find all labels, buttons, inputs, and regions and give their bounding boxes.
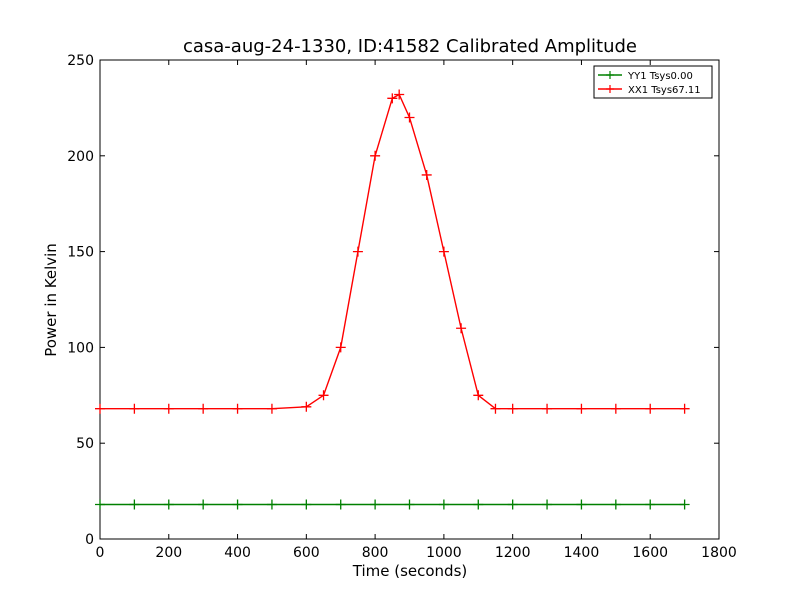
data-point-0 (335, 499, 346, 510)
data-point-0 (473, 499, 484, 510)
data-point-1 (404, 112, 415, 123)
legend-marker-0 (606, 71, 614, 79)
x-tick-label: 800 (362, 545, 389, 561)
data-point-1 (335, 342, 346, 353)
data-point-0 (542, 499, 553, 510)
plot-area: 0 200 400 600 800 1000 1200 1400 1600 1800 0 50 100 1… (67, 53, 737, 561)
data-point-1 (352, 246, 363, 257)
data-point-0 (198, 499, 209, 510)
data-point-0 (610, 499, 621, 510)
data-point-1 (318, 390, 329, 401)
data-point-0 (129, 499, 140, 510)
y-tick-label: 150 (67, 245, 94, 261)
data-point-1 (370, 150, 381, 161)
legend-label: YY1 Tsys0.00 (627, 71, 693, 82)
data-point-1 (610, 403, 621, 414)
x-tick-label: 1200 (495, 545, 531, 561)
data-point-0 (438, 499, 449, 510)
y-tick-label: 250 (67, 53, 94, 69)
x-tick-label: 1000 (426, 545, 462, 561)
x-tick-label: 0 (96, 545, 105, 561)
plot-frame (99, 59, 720, 540)
data-point-0 (370, 499, 381, 510)
data-point-0 (95, 499, 105, 510)
data-point-1 (679, 403, 690, 414)
legend-label: XX1 Tsys67.11 (628, 85, 701, 96)
data-point-1 (198, 403, 209, 414)
data-point-1 (645, 403, 656, 414)
data-point-0 (232, 499, 243, 510)
data-point-1 (542, 403, 553, 414)
x-axis-label: Time (seconds) (352, 562, 468, 580)
data-point-1 (421, 169, 432, 180)
data-point-1 (95, 403, 105, 414)
data-point-1 (394, 89, 405, 100)
data-point-0 (645, 499, 656, 510)
x-tick-label: 200 (155, 545, 182, 561)
data-point-1 (301, 401, 312, 412)
y-tick-label: 50 (76, 436, 94, 452)
y-tick-label: 100 (67, 340, 94, 356)
data-point-0 (507, 499, 518, 510)
y-tick-label: 200 (67, 149, 94, 165)
data-point-0 (576, 499, 587, 510)
data-point-1 (266, 403, 277, 414)
data-point-0 (679, 499, 690, 510)
x-tick-label: 1400 (564, 545, 600, 561)
data-point-1 (490, 403, 501, 414)
data-point-1 (232, 403, 243, 414)
data-point-1 (456, 323, 467, 334)
x-tick-label: 400 (224, 545, 251, 561)
data-point-1 (438, 246, 449, 257)
x-tick-label: 1800 (701, 545, 737, 561)
data-point-1 (507, 403, 518, 414)
legend-box (593, 65, 713, 99)
x-tick-label: 600 (293, 545, 320, 561)
data-point-1 (473, 390, 484, 401)
data-point-0 (301, 499, 312, 510)
data-point-0 (163, 499, 174, 510)
data-point-0 (266, 499, 277, 510)
chart-title: casa-aug-24-1330, ID:41582 Calibrated Am… (183, 36, 637, 57)
y-axis-label: Power in Kelvin (42, 243, 60, 357)
data-point-0 (404, 499, 415, 510)
y-tick-label: 0 (85, 532, 94, 548)
data-point-1 (576, 403, 587, 414)
data-point-1 (387, 93, 398, 104)
data-point-1 (129, 403, 140, 414)
data-point-1 (163, 403, 174, 414)
legend-marker-1 (606, 85, 614, 93)
x-tick-label: 1600 (632, 545, 668, 561)
